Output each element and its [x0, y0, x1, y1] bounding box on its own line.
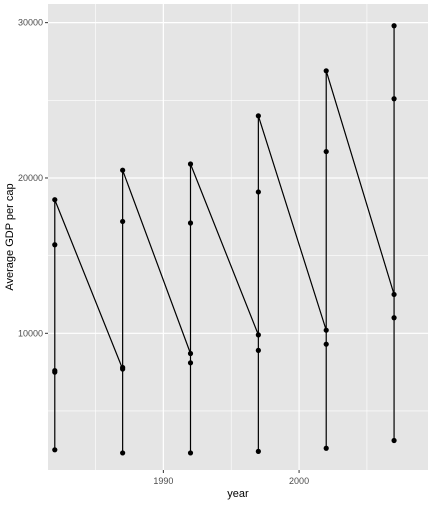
x-axis-ticks: 1990 2000 — [153, 470, 309, 486]
data-point — [187, 161, 194, 167]
data-point — [255, 113, 261, 119]
data-point — [187, 350, 194, 357]
data-point — [391, 96, 397, 102]
y-tick-label: 20000 — [18, 173, 43, 183]
data-point — [323, 327, 329, 333]
data-point — [120, 364, 126, 371]
data-point — [52, 242, 58, 248]
data-point — [187, 220, 194, 226]
series-points — [52, 23, 397, 456]
data-point — [187, 450, 194, 456]
data-point — [391, 23, 397, 29]
data-point — [120, 218, 126, 225]
data-point — [120, 167, 126, 173]
data-point — [391, 291, 397, 298]
data-point — [323, 68, 329, 74]
data-point — [52, 447, 58, 453]
data-point — [187, 360, 194, 366]
data-point — [391, 437, 397, 444]
data-point — [323, 148, 329, 155]
data-point — [323, 445, 329, 451]
data-point — [255, 347, 261, 353]
data-point — [255, 332, 261, 338]
x-tick-label: 1990 — [153, 476, 173, 486]
y-tick-label: 10000 — [18, 328, 43, 338]
data-point — [391, 315, 397, 321]
data-point — [52, 367, 58, 374]
data-point — [52, 197, 58, 203]
data-point — [323, 341, 329, 347]
data-point — [120, 450, 126, 456]
y-axis-title: Average GDP per cap — [4, 183, 16, 290]
x-tick-label: 2000 — [289, 476, 309, 486]
major-gridlines — [48, 4, 428, 470]
y-tick-label: 30000 — [18, 18, 43, 28]
x-axis-title: year — [227, 488, 249, 500]
data-point — [255, 189, 261, 195]
data-point — [255, 448, 261, 454]
minor-gridlines — [48, 4, 428, 470]
series-line — [54, 25, 395, 453]
y-axis-ticks: 10000 20000 30000 — [18, 18, 48, 338]
plot-panel — [48, 4, 428, 470]
